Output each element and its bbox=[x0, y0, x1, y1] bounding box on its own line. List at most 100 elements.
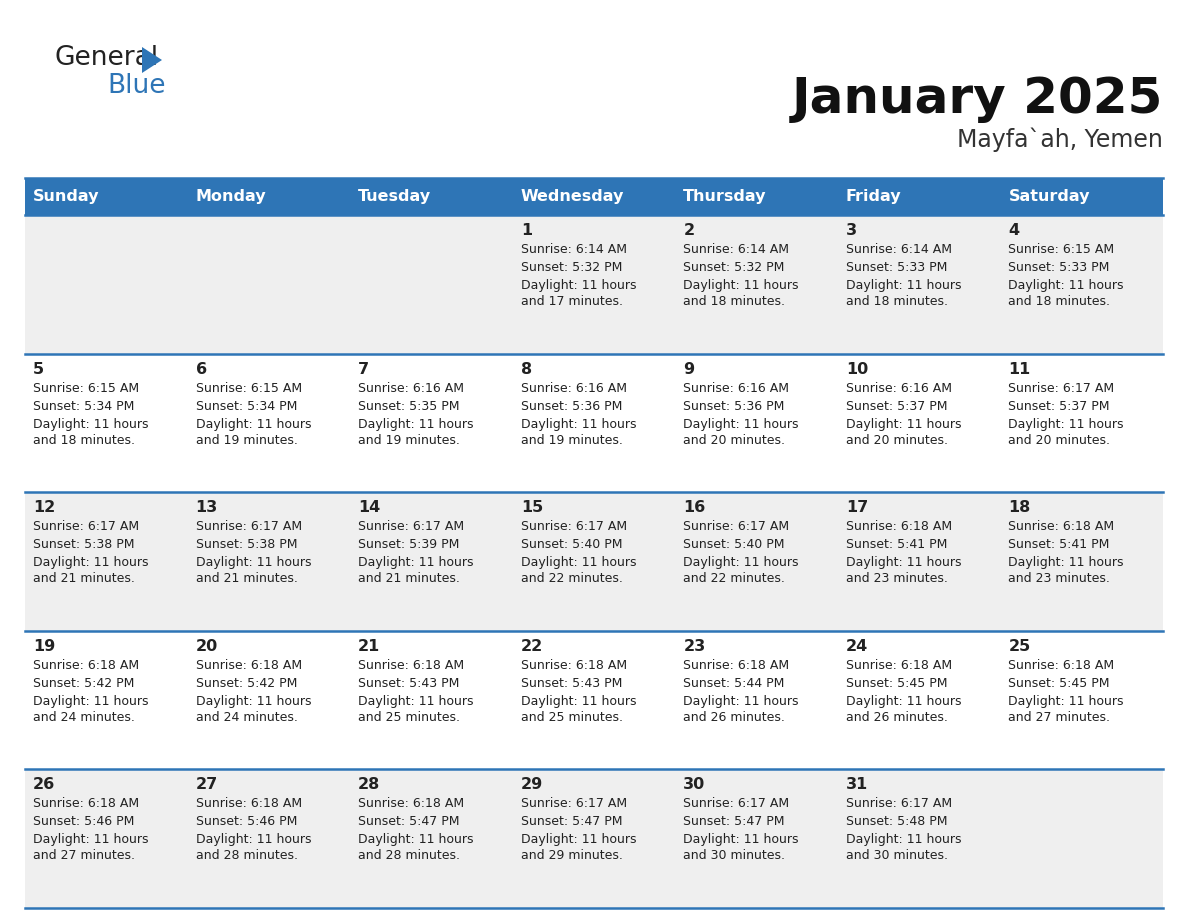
Text: 28: 28 bbox=[358, 778, 380, 792]
Text: Daylight: 11 hours: Daylight: 11 hours bbox=[196, 695, 311, 708]
Text: and 23 minutes.: and 23 minutes. bbox=[1009, 572, 1111, 585]
Text: 11: 11 bbox=[1009, 362, 1031, 376]
Text: General: General bbox=[55, 45, 159, 71]
Text: Sunset: 5:47 PM: Sunset: 5:47 PM bbox=[683, 815, 785, 828]
Text: 19: 19 bbox=[33, 639, 56, 654]
Text: and 27 minutes.: and 27 minutes. bbox=[33, 849, 135, 862]
Text: Sunset: 5:45 PM: Sunset: 5:45 PM bbox=[846, 677, 947, 689]
Text: Daylight: 11 hours: Daylight: 11 hours bbox=[358, 834, 474, 846]
Text: Sunset: 5:36 PM: Sunset: 5:36 PM bbox=[683, 399, 784, 412]
Text: Daylight: 11 hours: Daylight: 11 hours bbox=[196, 556, 311, 569]
Text: Daylight: 11 hours: Daylight: 11 hours bbox=[33, 695, 148, 708]
Text: Sunset: 5:39 PM: Sunset: 5:39 PM bbox=[358, 538, 460, 551]
Bar bbox=[25, 215, 1163, 353]
Bar bbox=[513, 178, 675, 215]
Text: Daylight: 11 hours: Daylight: 11 hours bbox=[683, 695, 798, 708]
Text: Daylight: 11 hours: Daylight: 11 hours bbox=[1009, 695, 1124, 708]
Text: and 21 minutes.: and 21 minutes. bbox=[33, 572, 135, 585]
Text: Sunset: 5:41 PM: Sunset: 5:41 PM bbox=[846, 538, 947, 551]
Text: Sunrise: 6:18 AM: Sunrise: 6:18 AM bbox=[33, 659, 139, 672]
Text: and 30 minutes.: and 30 minutes. bbox=[846, 849, 948, 862]
Text: 25: 25 bbox=[1009, 639, 1031, 654]
Text: and 25 minutes.: and 25 minutes. bbox=[520, 711, 623, 723]
Text: Sunrise: 6:18 AM: Sunrise: 6:18 AM bbox=[196, 798, 302, 811]
Text: Sunset: 5:40 PM: Sunset: 5:40 PM bbox=[520, 538, 623, 551]
Text: and 19 minutes.: and 19 minutes. bbox=[358, 433, 460, 446]
Text: Daylight: 11 hours: Daylight: 11 hours bbox=[358, 556, 474, 569]
Text: 2: 2 bbox=[683, 223, 695, 238]
Text: and 24 minutes.: and 24 minutes. bbox=[196, 711, 297, 723]
Text: 15: 15 bbox=[520, 500, 543, 515]
Text: Sunset: 5:34 PM: Sunset: 5:34 PM bbox=[33, 399, 134, 412]
Text: and 20 minutes.: and 20 minutes. bbox=[683, 433, 785, 446]
Text: Sunrise: 6:17 AM: Sunrise: 6:17 AM bbox=[1009, 382, 1114, 395]
Text: 6: 6 bbox=[196, 362, 207, 376]
Text: and 18 minutes.: and 18 minutes. bbox=[846, 295, 948, 308]
Text: Daylight: 11 hours: Daylight: 11 hours bbox=[358, 695, 474, 708]
Text: Sunrise: 6:15 AM: Sunrise: 6:15 AM bbox=[1009, 243, 1114, 256]
Text: Sunrise: 6:17 AM: Sunrise: 6:17 AM bbox=[683, 798, 789, 811]
Text: Sunset: 5:35 PM: Sunset: 5:35 PM bbox=[358, 399, 460, 412]
Text: Sunset: 5:36 PM: Sunset: 5:36 PM bbox=[520, 399, 623, 412]
Text: Sunrise: 6:16 AM: Sunrise: 6:16 AM bbox=[520, 382, 627, 395]
Text: 12: 12 bbox=[33, 500, 56, 515]
Text: Sunset: 5:45 PM: Sunset: 5:45 PM bbox=[1009, 677, 1110, 689]
Text: Daylight: 11 hours: Daylight: 11 hours bbox=[683, 556, 798, 569]
Text: Sunset: 5:32 PM: Sunset: 5:32 PM bbox=[683, 261, 784, 274]
Text: Daylight: 11 hours: Daylight: 11 hours bbox=[196, 418, 311, 431]
Text: Daylight: 11 hours: Daylight: 11 hours bbox=[683, 279, 798, 292]
Text: and 19 minutes.: and 19 minutes. bbox=[520, 433, 623, 446]
Text: Sunrise: 6:15 AM: Sunrise: 6:15 AM bbox=[196, 382, 302, 395]
Text: Daylight: 11 hours: Daylight: 11 hours bbox=[846, 556, 961, 569]
Polygon shape bbox=[143, 47, 162, 73]
Text: 29: 29 bbox=[520, 778, 543, 792]
Text: Daylight: 11 hours: Daylight: 11 hours bbox=[846, 695, 961, 708]
Bar bbox=[675, 178, 838, 215]
Text: Daylight: 11 hours: Daylight: 11 hours bbox=[683, 418, 798, 431]
Text: Saturday: Saturday bbox=[1009, 189, 1089, 204]
Text: Friday: Friday bbox=[846, 189, 902, 204]
Text: Daylight: 11 hours: Daylight: 11 hours bbox=[520, 556, 637, 569]
Text: Sunset: 5:43 PM: Sunset: 5:43 PM bbox=[520, 677, 623, 689]
Text: Sunset: 5:38 PM: Sunset: 5:38 PM bbox=[196, 538, 297, 551]
Text: 13: 13 bbox=[196, 500, 217, 515]
Text: 27: 27 bbox=[196, 778, 217, 792]
Text: Sunrise: 6:17 AM: Sunrise: 6:17 AM bbox=[520, 521, 627, 533]
Text: 5: 5 bbox=[33, 362, 44, 376]
Text: Daylight: 11 hours: Daylight: 11 hours bbox=[520, 279, 637, 292]
Bar bbox=[188, 178, 350, 215]
Text: Daylight: 11 hours: Daylight: 11 hours bbox=[846, 418, 961, 431]
Text: and 26 minutes.: and 26 minutes. bbox=[683, 711, 785, 723]
Text: 10: 10 bbox=[846, 362, 868, 376]
Text: 4: 4 bbox=[1009, 223, 1019, 238]
Text: Sunset: 5:47 PM: Sunset: 5:47 PM bbox=[520, 815, 623, 828]
Text: Sunset: 5:32 PM: Sunset: 5:32 PM bbox=[520, 261, 623, 274]
Text: 24: 24 bbox=[846, 639, 868, 654]
Text: Sunrise: 6:18 AM: Sunrise: 6:18 AM bbox=[846, 521, 952, 533]
Text: and 28 minutes.: and 28 minutes. bbox=[358, 849, 460, 862]
Bar bbox=[350, 178, 513, 215]
Text: Sunrise: 6:17 AM: Sunrise: 6:17 AM bbox=[196, 521, 302, 533]
Text: and 18 minutes.: and 18 minutes. bbox=[1009, 295, 1111, 308]
Text: 3: 3 bbox=[846, 223, 857, 238]
Text: Sunrise: 6:18 AM: Sunrise: 6:18 AM bbox=[1009, 521, 1114, 533]
Text: Daylight: 11 hours: Daylight: 11 hours bbox=[196, 834, 311, 846]
Text: Sunset: 5:38 PM: Sunset: 5:38 PM bbox=[33, 538, 134, 551]
Text: Thursday: Thursday bbox=[683, 189, 766, 204]
Text: Sunset: 5:46 PM: Sunset: 5:46 PM bbox=[33, 815, 134, 828]
Text: 1: 1 bbox=[520, 223, 532, 238]
Text: Sunset: 5:37 PM: Sunset: 5:37 PM bbox=[846, 399, 947, 412]
Text: Sunrise: 6:14 AM: Sunrise: 6:14 AM bbox=[520, 243, 627, 256]
Text: Sunrise: 6:18 AM: Sunrise: 6:18 AM bbox=[846, 659, 952, 672]
Text: Daylight: 11 hours: Daylight: 11 hours bbox=[1009, 279, 1124, 292]
Text: Sunset: 5:47 PM: Sunset: 5:47 PM bbox=[358, 815, 460, 828]
Text: Daylight: 11 hours: Daylight: 11 hours bbox=[846, 279, 961, 292]
Text: Sunset: 5:42 PM: Sunset: 5:42 PM bbox=[33, 677, 134, 689]
Text: Daylight: 11 hours: Daylight: 11 hours bbox=[520, 834, 637, 846]
Text: Sunrise: 6:18 AM: Sunrise: 6:18 AM bbox=[1009, 659, 1114, 672]
Text: Sunrise: 6:16 AM: Sunrise: 6:16 AM bbox=[358, 382, 465, 395]
Bar bbox=[25, 178, 188, 215]
Text: Sunrise: 6:17 AM: Sunrise: 6:17 AM bbox=[520, 798, 627, 811]
Text: Daylight: 11 hours: Daylight: 11 hours bbox=[33, 418, 148, 431]
Text: Sunrise: 6:16 AM: Sunrise: 6:16 AM bbox=[683, 382, 789, 395]
